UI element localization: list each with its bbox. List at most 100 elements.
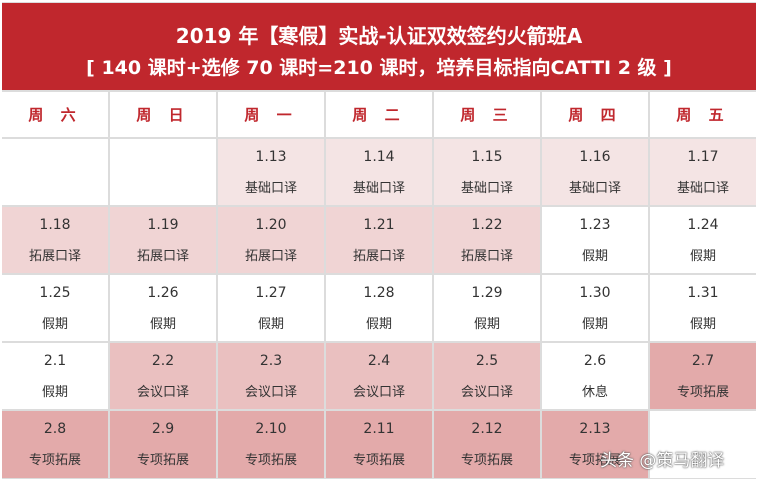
cell-date: 1.22 <box>471 216 503 233</box>
cell-date: 2.3 <box>259 352 283 369</box>
cell-course: 假期 <box>41 384 68 400</box>
cell-date: 2.2 <box>151 352 175 369</box>
weekday-header: 周 二 <box>326 92 432 137</box>
cell-date: 1.23 <box>579 216 611 233</box>
cell-course: 基础口译 <box>568 180 621 196</box>
cell-course: 专项拓展 <box>352 453 405 468</box>
schedule-cell: 2.3 会议口译 <box>218 343 324 409</box>
schedule-cell: 1.22 拓展口译 <box>434 207 540 273</box>
cell-date: 1.13 <box>255 148 287 165</box>
schedule-cell: 2.11 专项拓展 <box>326 411 432 478</box>
schedule-cell: 1.25 假期 <box>2 275 108 341</box>
schedule-cell: 2.6 休息 <box>542 343 648 409</box>
cell-course: 假期 <box>581 316 608 332</box>
schedule-cell: 2.8 专项拓展 <box>2 411 108 478</box>
cell-course: 会议口译 <box>136 384 189 400</box>
cell-date: 1.14 <box>363 148 395 165</box>
schedule-cell: 1.23 假期 <box>542 207 648 273</box>
schedule-cell: 1.26 假期 <box>110 275 216 341</box>
schedule-cell: 2.9 专项拓展 <box>110 411 216 478</box>
schedule-cell: 2.1 假期 <box>2 343 108 409</box>
weekday-header: 周 日 <box>110 92 216 137</box>
cell-date: 2.12 <box>471 421 503 437</box>
cell-course: 拓展口译 <box>460 248 513 264</box>
watermark: 头条 @策马翻译 <box>600 451 725 471</box>
cell-course: 会议口译 <box>352 384 405 400</box>
schedule-cell: 2.13 专项拓展 <box>542 411 648 478</box>
cell-date: 1.26 <box>147 284 179 301</box>
cell-date: 1.25 <box>39 284 71 301</box>
schedule-cell: 1.24 假期 <box>650 207 756 273</box>
cell-date: 1.17 <box>687 148 719 165</box>
cell-course: 基础口译 <box>352 180 405 196</box>
cell-course: 专项拓展 <box>676 384 729 400</box>
cell-date: 2.8 <box>43 421 67 437</box>
schedule-cell: 2.7 专项拓展 <box>650 343 756 409</box>
cell-course: 假期 <box>689 248 716 264</box>
schedule-cell: 1.18 拓展口译 <box>2 207 108 273</box>
cell-course: 专项拓展 <box>460 453 513 468</box>
page-title: 2019 年【寒假】实战-认证双效签约火箭班A <box>175 24 583 48</box>
cell-date: 2.1 <box>43 352 67 369</box>
schedule-cell: 1.20 拓展口译 <box>218 207 324 273</box>
cell-date: 1.19 <box>147 216 179 233</box>
schedule-cell: 2.10 专项拓展 <box>218 411 324 478</box>
cell-date: 2.4 <box>367 352 391 369</box>
weekday-header: 周 一 <box>218 92 324 137</box>
schedule-cell <box>650 411 756 478</box>
cell-course: 拓展口译 <box>136 248 189 264</box>
schedule-cell: 1.31 假期 <box>650 275 756 341</box>
schedule-cell: 1.27 假期 <box>218 275 324 341</box>
cell-date: 1.21 <box>363 216 395 233</box>
schedule-cell: 1.16 基础口译 <box>542 139 648 205</box>
cell-course: 专项拓展 <box>244 453 297 468</box>
cell-course: 休息 <box>581 384 608 400</box>
schedule-cell: 1.30 假期 <box>542 275 648 341</box>
weekday-header: 周 六 <box>2 92 108 137</box>
cell-course: 假期 <box>365 316 392 332</box>
cell-date: 1.15 <box>471 148 503 165</box>
schedule-cell <box>110 139 216 205</box>
cell-date: 2.11 <box>363 421 395 437</box>
cell-course: 假期 <box>257 316 284 332</box>
cell-date: 2.6 <box>583 352 607 369</box>
cell-date: 2.7 <box>691 352 715 369</box>
schedule-cell: 1.19 拓展口译 <box>110 207 216 273</box>
cell-course: 拓展口译 <box>28 248 81 264</box>
cell-date: 1.24 <box>687 216 719 233</box>
cell-course: 专项拓展 <box>28 453 81 468</box>
cell-date: 2.5 <box>475 352 499 369</box>
schedule-cell: 2.12 专项拓展 <box>434 411 540 478</box>
cell-course: 拓展口译 <box>244 248 297 264</box>
schedule-cell: 1.13 基础口译 <box>218 139 324 205</box>
page-subtitle: [ 140 课时+选修 70 课时=210 课时，培养目标指向CATTI 2 级… <box>86 57 672 79</box>
cell-course: 假期 <box>473 316 500 332</box>
cell-date: 1.28 <box>363 284 395 301</box>
title-banner: 2019 年【寒假】实战-认证双效签约火箭班A [ 140 课时+选修 70 课… <box>2 3 756 90</box>
weekday-header: 周 三 <box>434 92 540 137</box>
cell-date: 2.9 <box>151 421 175 437</box>
cell-date: 1.18 <box>39 216 71 233</box>
schedule-cell: 1.15 基础口译 <box>434 139 540 205</box>
cell-date: 1.31 <box>687 284 719 301</box>
schedule-table: 周 六周 日周 一周 二周 三周 四周 五 1.13 基础口译 1.14 基础口译 1.1… <box>2 92 756 478</box>
cell-course: 基础口译 <box>460 180 513 196</box>
weekday-header: 周 四 <box>542 92 648 137</box>
cell-date: 1.27 <box>255 284 287 301</box>
cell-course: 假期 <box>41 316 68 332</box>
schedule-cell: 1.17 基础口译 <box>650 139 756 205</box>
cell-course: 拓展口译 <box>352 248 405 264</box>
cell-course: 基础口译 <box>676 180 729 196</box>
cell-course: 会议口译 <box>244 384 297 400</box>
schedule-cell: 2.5 会议口译 <box>434 343 540 409</box>
schedule-cell: 1.28 假期 <box>326 275 432 341</box>
schedule-cell: 1.29 假期 <box>434 275 540 341</box>
cell-course: 假期 <box>149 316 176 332</box>
weekday-header: 周 五 <box>650 92 756 137</box>
schedule-cell: 1.14 基础口译 <box>326 139 432 205</box>
cell-date: 1.16 <box>579 148 611 165</box>
cell-course: 专项拓展 <box>568 453 621 468</box>
schedule-cell: 1.21 拓展口译 <box>326 207 432 273</box>
cell-course: 专项拓展 <box>136 453 189 468</box>
